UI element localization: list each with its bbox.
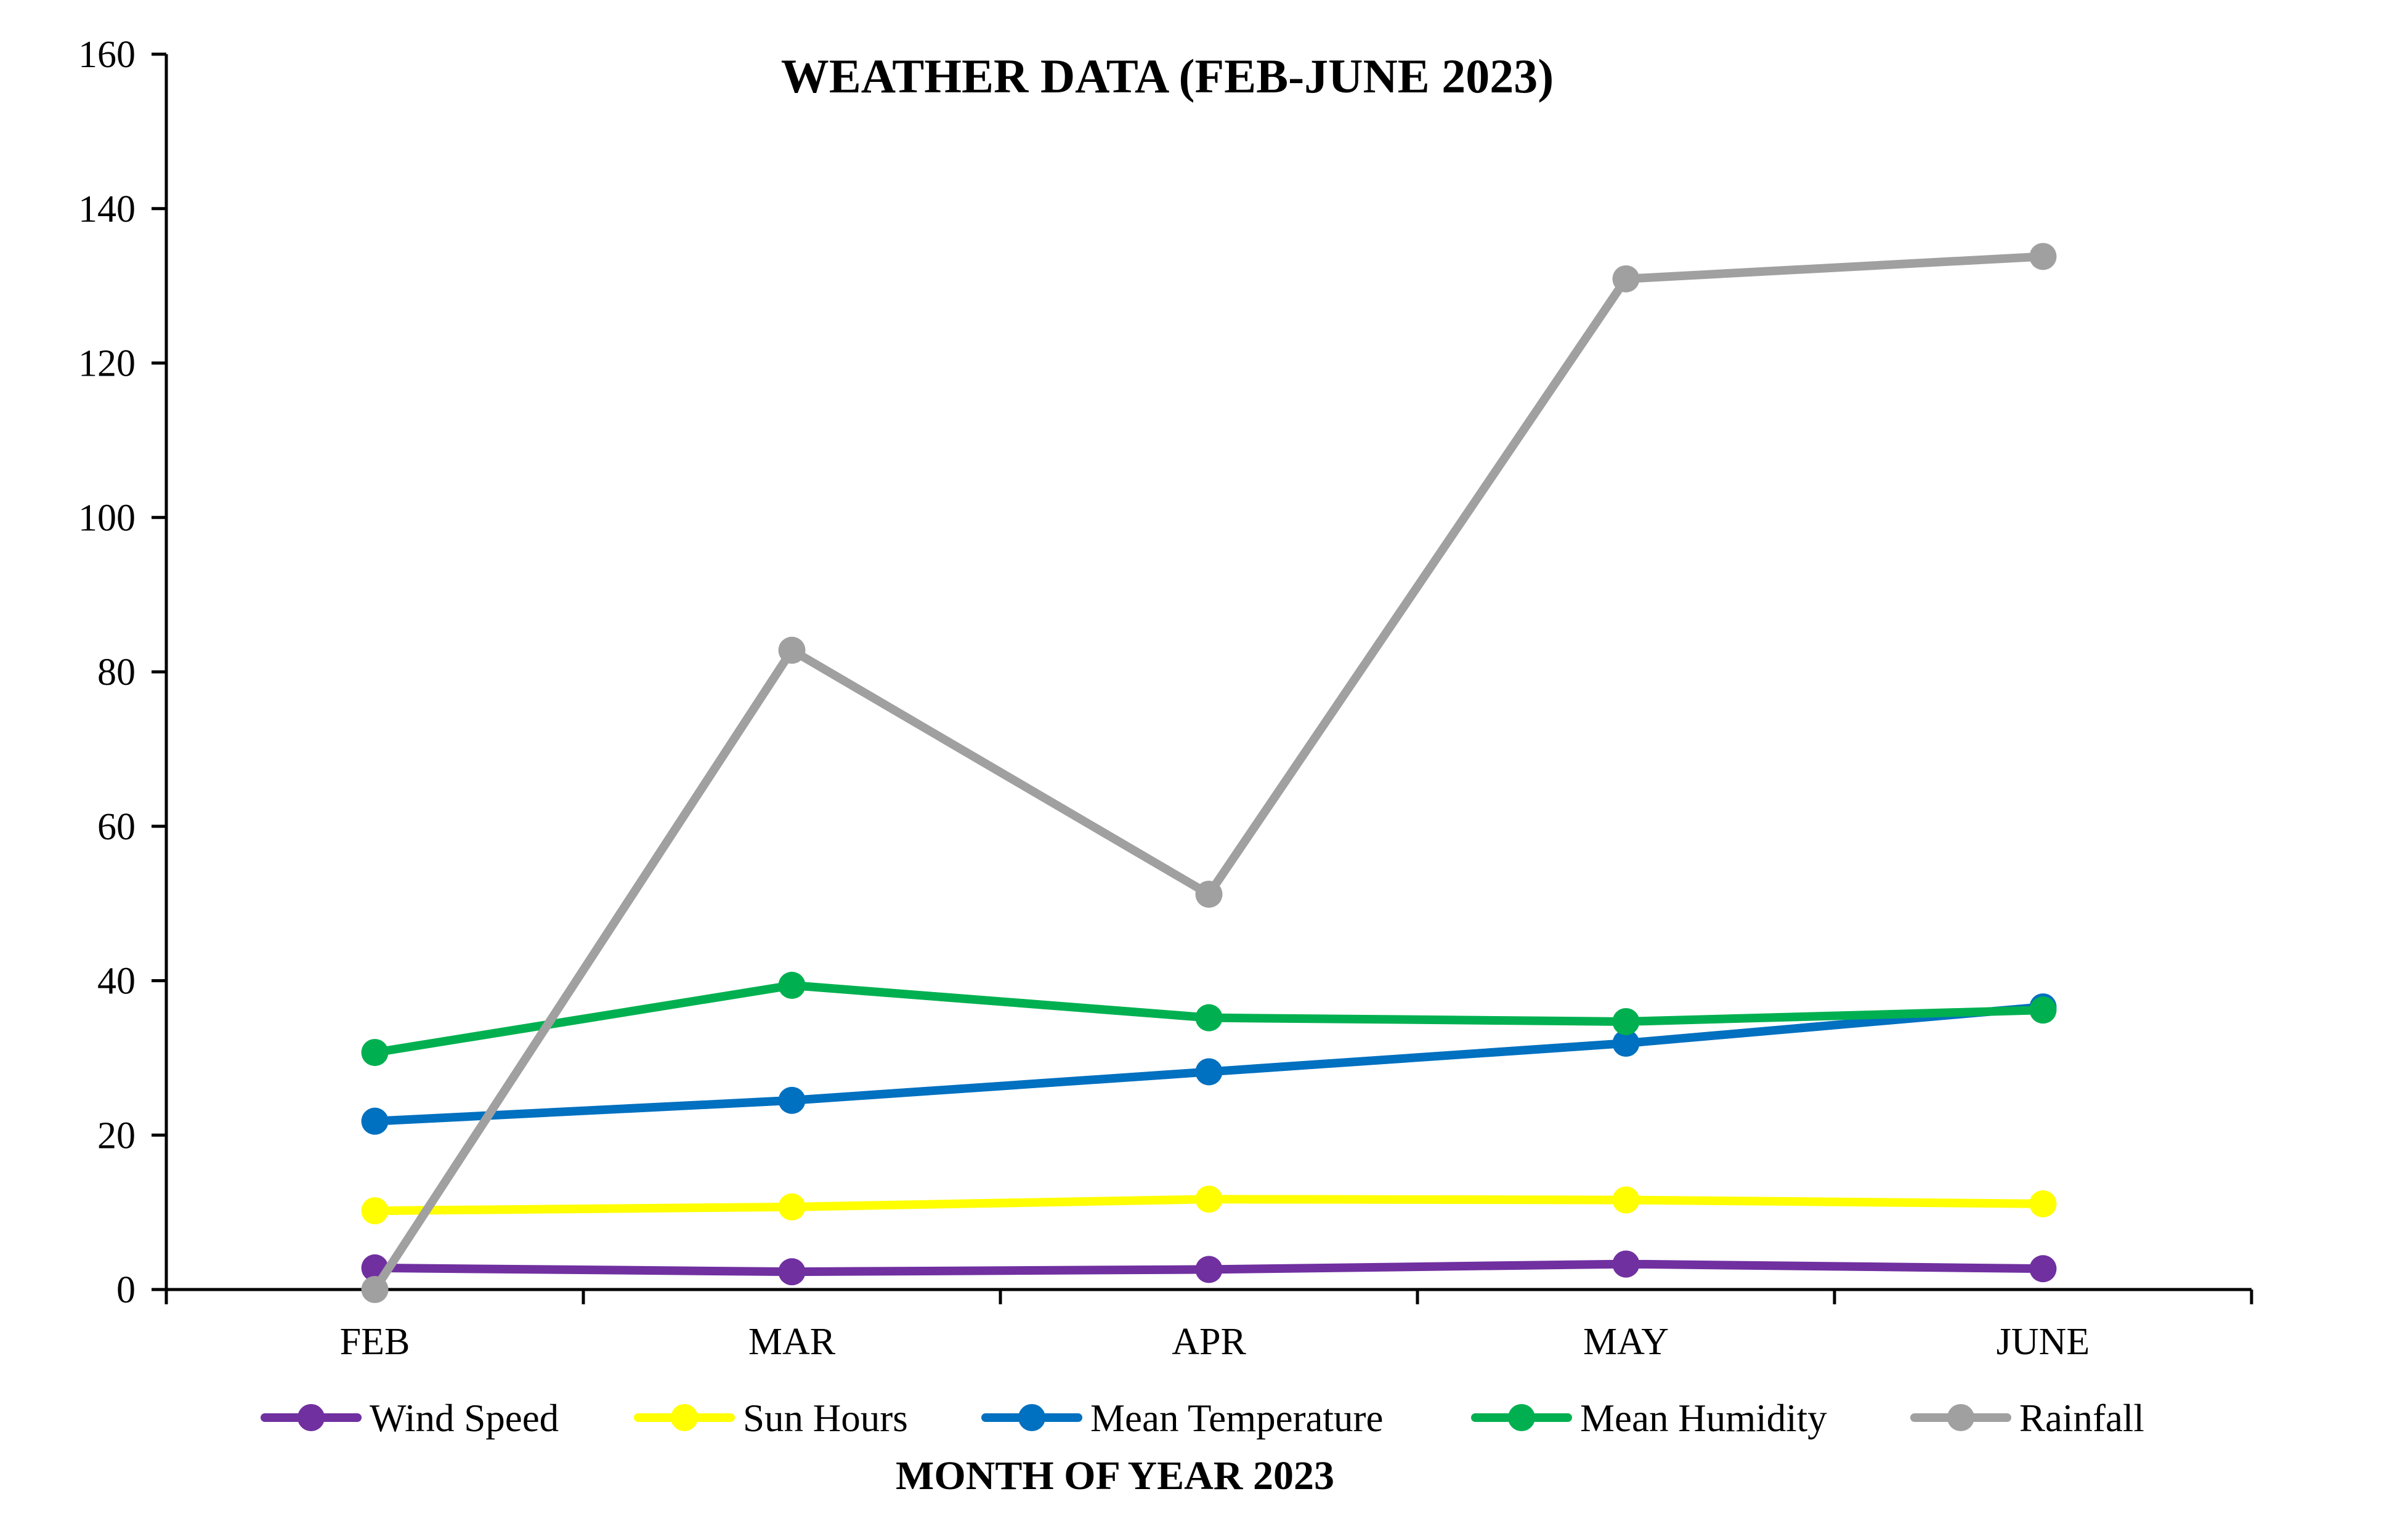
data-point-rainfall: [1195, 881, 1223, 908]
legend-item-rainfall: Rainfall: [1910, 1397, 2144, 1440]
data-point-wind-speed: [1195, 1256, 1223, 1283]
series-layer: [361, 243, 2057, 1303]
data-point-mean-temperature: [778, 1086, 806, 1114]
data-point-wind-speed: [2029, 1255, 2057, 1283]
y-tick-label: 160: [78, 34, 136, 76]
data-point-sun-hours: [1612, 1186, 1640, 1214]
x-tick-label: FEB: [340, 1321, 410, 1363]
legend-swatch-marker: [1508, 1404, 1535, 1431]
chart-title: WEATHER DATA (FEB-JUNE 2023): [781, 49, 1554, 103]
data-point-mean-humidity: [1195, 1004, 1223, 1031]
axes: 0 20 40 60 80 100 120 140 160 FEB MAR APR MAY JUNE: [78, 34, 2253, 1363]
legend-swatch-marker: [671, 1404, 698, 1431]
series-sun-hours: [361, 1185, 2057, 1225]
series-wind-speed: [361, 1250, 2057, 1286]
series-line-rainfall: [370, 252, 2048, 1294]
legend-label: Sun Hours: [743, 1397, 908, 1440]
data-point-mean-temperature: [361, 1107, 389, 1135]
series-rainfall: [361, 243, 2057, 1303]
legend-item-sun-hours: Sun Hours: [634, 1397, 908, 1440]
data-point-sun-hours: [2029, 1190, 2057, 1217]
legend-label: Wind Speed: [370, 1397, 559, 1440]
data-point-rainfall: [2029, 243, 2057, 270]
x-axis-label: MONTH OF YEAR 2023: [896, 1453, 1334, 1498]
data-point-mean-humidity: [2029, 996, 2057, 1024]
data-point-sun-hours: [1195, 1185, 1223, 1213]
y-tick-label: 20: [97, 1115, 136, 1157]
legend-label: Mean Humidity: [1580, 1397, 1827, 1440]
legend-item-wind-speed: Wind Speed: [261, 1397, 559, 1440]
data-point-rainfall: [361, 1276, 389, 1303]
legend-swatch-marker: [1947, 1404, 1974, 1431]
x-tick-label: JUNE: [1997, 1321, 2090, 1363]
y-tick-label: 80: [97, 652, 136, 693]
data-point-rainfall: [1612, 265, 1640, 293]
x-tick-label: MAR: [748, 1321, 836, 1363]
y-tick-label: 0: [116, 1269, 136, 1311]
data-point-mean-humidity: [1612, 1007, 1640, 1035]
legend: Wind Speed Sun Hours Mean Temperature Mean …: [261, 1397, 2144, 1440]
y-tick-label: 120: [78, 343, 136, 385]
y-tick-label: 100: [78, 497, 136, 539]
y-tick-label: 40: [97, 961, 136, 1003]
y-tick-label: 140: [78, 188, 136, 230]
data-point-wind-speed: [1612, 1250, 1640, 1278]
series-mean-humidity: [361, 972, 2057, 1067]
legend-item-mean-temperature: Mean Temperature: [981, 1397, 1383, 1440]
legend-swatch-marker: [1018, 1404, 1045, 1431]
data-point-mean-temperature: [1195, 1058, 1223, 1086]
legend-swatch-marker: [298, 1404, 325, 1431]
data-point-mean-temperature: [1612, 1030, 1640, 1057]
data-point-sun-hours: [361, 1197, 389, 1225]
legend-label: Mean Temperature: [1090, 1397, 1383, 1440]
data-point-mean-humidity: [778, 972, 806, 999]
legend-label: Rainfall: [2019, 1397, 2144, 1440]
data-point-sun-hours: [778, 1193, 806, 1221]
legend-item-mean-humidity: Mean Humidity: [1471, 1397, 1827, 1440]
x-tick-label: APR: [1172, 1321, 1246, 1363]
x-tick-label: MAY: [1583, 1321, 1669, 1363]
data-point-wind-speed: [778, 1258, 806, 1286]
data-point-rainfall: [778, 636, 806, 664]
y-tick-label: 60: [97, 806, 136, 848]
data-point-mean-humidity: [361, 1039, 389, 1067]
